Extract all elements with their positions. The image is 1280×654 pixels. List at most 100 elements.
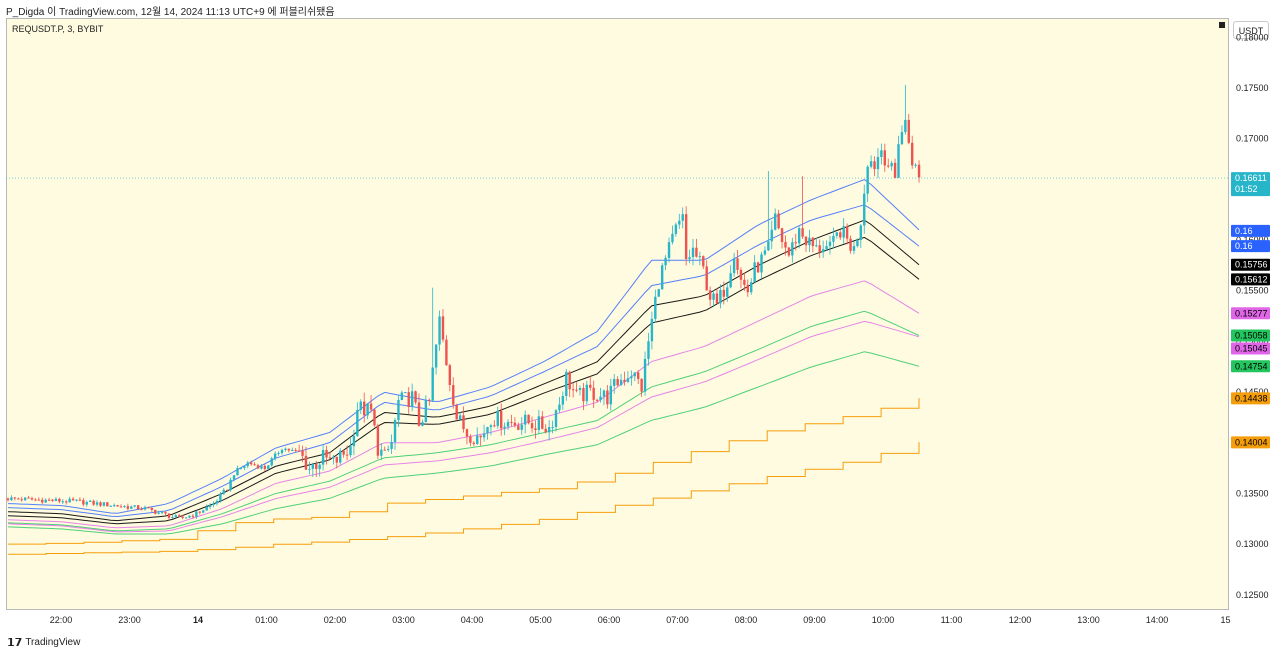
candle-body	[763, 250, 767, 255]
chart-pane[interactable]	[6, 18, 1229, 610]
candle-body	[23, 497, 27, 501]
price-badge	[1231, 342, 1270, 355]
candle-body	[30, 498, 34, 500]
x-tick-label: 01:00	[255, 615, 278, 625]
candle-body	[130, 506, 133, 509]
x-tick-label: 09:00	[803, 615, 826, 625]
candle-body	[373, 409, 376, 426]
candle-body	[647, 341, 650, 359]
y-tick-label: 0.18000	[1236, 32, 1269, 42]
candle-body	[112, 505, 116, 507]
candle-body	[390, 441, 393, 449]
candle-body	[500, 411, 503, 429]
candle-body	[41, 499, 44, 503]
x-tick-label: 10:00	[872, 615, 895, 625]
candle-body	[99, 502, 102, 506]
candle-body	[58, 498, 61, 502]
candle-body	[654, 296, 657, 319]
candle-body	[386, 448, 390, 450]
logo-text: TradingView	[25, 637, 81, 648]
candle-body	[363, 401, 366, 416]
candle-body	[835, 232, 839, 236]
candle-body	[715, 293, 719, 304]
candle-body	[92, 500, 95, 505]
price-badge-label: 0.14004	[1235, 437, 1268, 447]
candle-body	[486, 427, 489, 434]
candle-body	[664, 257, 667, 266]
candle-body	[352, 435, 356, 447]
candle-body	[917, 164, 921, 178]
candle-body	[582, 387, 585, 402]
candle-body	[119, 506, 123, 508]
price-badge	[1231, 273, 1270, 286]
candle-body	[270, 458, 273, 466]
price-badge-label: 0.15058	[1235, 330, 1268, 340]
candle-body	[410, 391, 414, 407]
price-badge	[1231, 172, 1270, 197]
price-badge	[1231, 360, 1270, 373]
candle-body	[280, 449, 284, 454]
time-axis[interactable]	[6, 610, 1229, 630]
candle-body	[325, 450, 328, 458]
candle-body	[424, 399, 428, 423]
candle-body	[736, 258, 739, 270]
price-badge	[1231, 436, 1270, 449]
candle-body	[195, 511, 198, 517]
candle-body	[472, 442, 475, 444]
candle-body	[493, 425, 496, 427]
candle-body	[623, 379, 626, 382]
candle-body	[407, 392, 410, 407]
currency-button[interactable]: USDT	[1233, 21, 1269, 39]
candle-body	[284, 448, 287, 450]
candle-body	[482, 433, 486, 438]
candle-body	[760, 254, 763, 273]
candle-body	[102, 502, 106, 506]
candle-body	[452, 384, 455, 405]
candle-body	[349, 446, 352, 456]
candle-body	[85, 501, 88, 505]
candle-body	[61, 501, 64, 503]
candle-body	[445, 339, 448, 366]
candle-body	[660, 265, 664, 290]
tradingview-logo-icon: 𝟭𝟳	[7, 637, 23, 649]
candle-body	[136, 505, 140, 510]
candle-body	[678, 220, 681, 225]
candle-body	[911, 142, 914, 166]
price-badge-label: 0.15612	[1235, 274, 1268, 284]
price-badge-label: 0.16611	[1235, 173, 1267, 183]
candle-body	[13, 497, 17, 499]
step-line	[8, 442, 920, 555]
candle-body	[239, 467, 243, 469]
candle-body	[65, 501, 68, 503]
candle-body	[732, 258, 736, 274]
candle-body	[393, 420, 397, 442]
candle-body	[37, 499, 41, 501]
candle-body	[191, 515, 195, 517]
price-badge-label: 0.15756	[1235, 260, 1268, 270]
candle-body	[712, 293, 715, 300]
tradingview-logo[interactable]: 𝟭𝟳 TradingView	[7, 636, 80, 649]
candle-body	[380, 449, 383, 456]
candle-body	[27, 497, 30, 499]
candle-body	[893, 162, 897, 178]
candle-body	[369, 403, 373, 410]
candle-body	[568, 371, 571, 390]
candle-body	[828, 241, 832, 247]
candle-body	[157, 512, 160, 514]
candle-body	[719, 289, 722, 304]
square-icon[interactable]	[1219, 22, 1225, 28]
candle-body	[20, 499, 23, 501]
candle-body	[342, 450, 345, 455]
candle-body	[106, 502, 109, 507]
candle-body	[116, 505, 119, 507]
candle-body	[815, 245, 818, 247]
candle-body	[222, 489, 225, 494]
symbol-label[interactable]: REQUSDT.P, 3, BYBIT	[12, 24, 104, 34]
candle-body	[777, 213, 780, 229]
candle-body	[513, 422, 517, 426]
candle-body	[702, 256, 705, 267]
candle-body	[308, 468, 311, 470]
candle-body	[215, 500, 219, 504]
candle-body	[10, 497, 13, 501]
x-tick-label: 13:00	[1077, 615, 1100, 625]
